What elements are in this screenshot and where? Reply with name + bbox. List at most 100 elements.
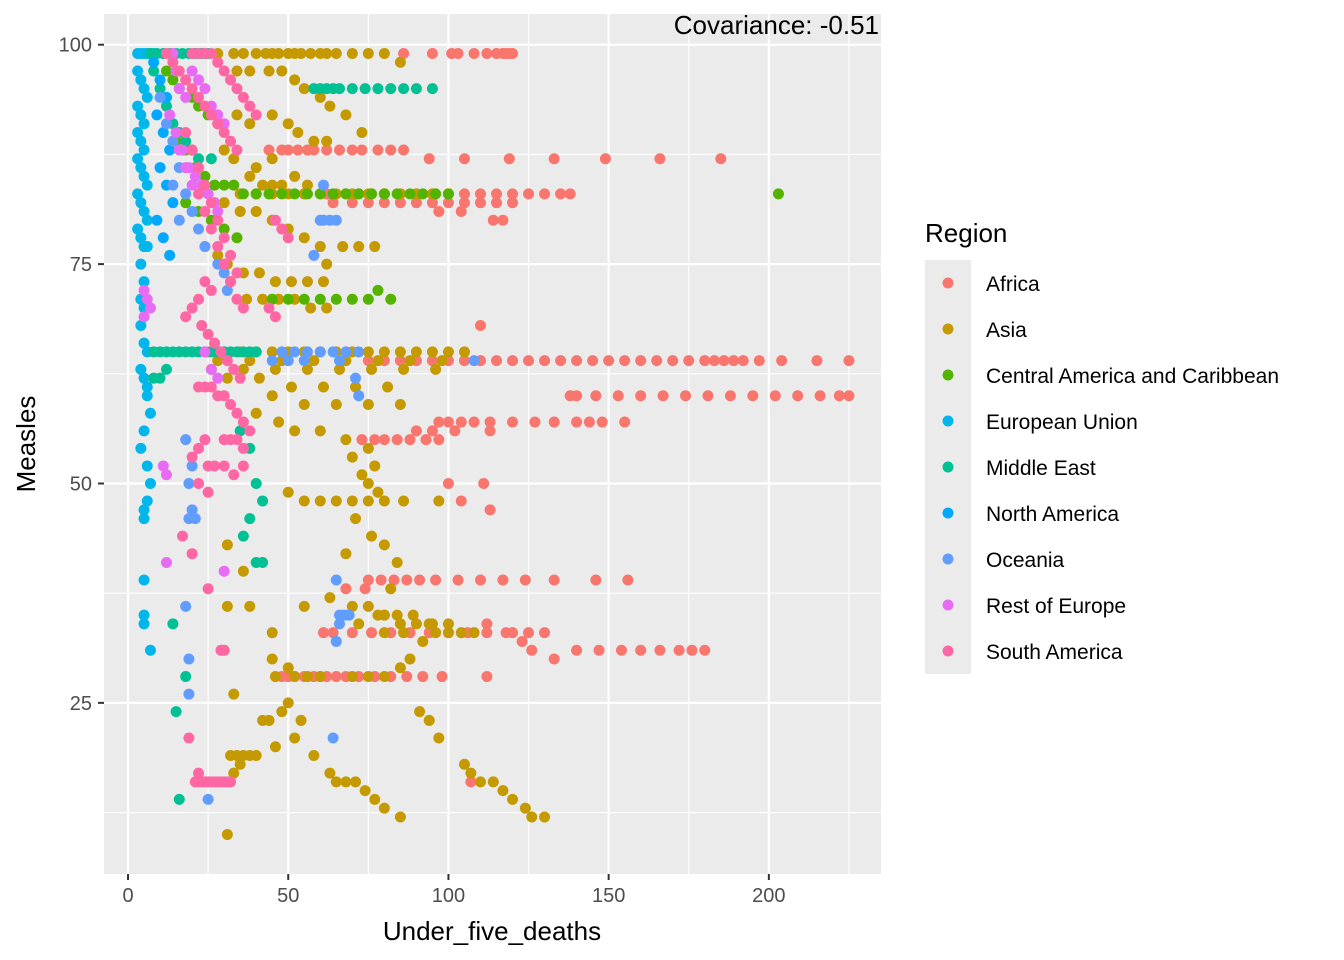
point-africa (430, 574, 442, 586)
point-european-union (138, 504, 150, 516)
legend-key-south-america (942, 645, 954, 657)
legend-label-central-america-and-caribbean: Central America and Caribbean (986, 365, 1279, 388)
point-asia (362, 399, 374, 411)
point-european-union (144, 407, 156, 419)
y-tick-labels: 25 50 75 100 (59, 35, 92, 715)
point-european-union (135, 197, 147, 209)
point-european-union (138, 83, 150, 95)
point-asia (244, 355, 256, 367)
point-africa (455, 416, 467, 428)
legend-key-central-america-and-caribbean (942, 369, 954, 381)
point-oceania (186, 504, 198, 516)
point-rest-of-europe (199, 346, 211, 358)
point-south-america (237, 91, 249, 103)
point-oceania (334, 355, 346, 367)
point-asia (526, 811, 538, 823)
point-africa (539, 627, 551, 639)
point-south-america (177, 530, 189, 542)
point-africa (491, 355, 503, 367)
point-central-america-and-caribbean (231, 232, 243, 244)
point-oceania (202, 793, 214, 805)
point-south-america (180, 311, 192, 323)
point-asia (324, 100, 336, 112)
point-asia (266, 346, 278, 358)
point-africa (468, 47, 480, 59)
point-asia (433, 495, 445, 507)
point-asia (346, 495, 358, 507)
point-oceania (183, 477, 195, 489)
point-africa (410, 197, 422, 209)
point-asia (266, 179, 278, 191)
point-asia (257, 714, 269, 726)
point-africa (474, 188, 486, 200)
point-central-america-and-caribbean (276, 188, 288, 200)
point-european-union (132, 223, 144, 235)
point-central-america-and-caribbean (346, 293, 358, 305)
point-central-america-and-caribbean (366, 188, 378, 200)
point-north-america (154, 162, 166, 174)
point-oceania (186, 460, 198, 472)
point-africa (282, 144, 294, 156)
point-africa (362, 197, 374, 209)
point-south-america (234, 372, 246, 384)
point-africa (346, 197, 358, 209)
point-asia (289, 170, 301, 182)
point-south-america (180, 74, 192, 86)
point-africa (548, 574, 560, 586)
point-south-america (186, 548, 198, 560)
grid-minor-lines (104, 14, 881, 874)
point-africa (843, 390, 855, 402)
point-central-america-and-caribbean (340, 188, 352, 200)
point-south-america (183, 732, 195, 744)
point-south-america (225, 249, 237, 261)
point-rest-of-europe (157, 460, 169, 472)
point-asia (263, 65, 275, 77)
point-asia (330, 495, 342, 507)
point-south-america (186, 302, 198, 314)
point-africa (321, 144, 333, 156)
point-rest-of-europe (160, 469, 172, 481)
point-asia (266, 390, 278, 402)
point-africa (414, 574, 426, 586)
point-middle-east (205, 153, 217, 165)
legend-label-south-america: South America (986, 641, 1123, 664)
x-tick-labels: 0 50 100 150 200 (122, 885, 785, 907)
point-rest-of-europe (173, 144, 185, 156)
point-asia (350, 513, 362, 525)
point-asia (372, 486, 384, 498)
point-middle-east (426, 83, 438, 95)
x-tick-label: 150 (592, 885, 625, 907)
point-south-america (225, 74, 237, 86)
legend-key-middle-east (942, 461, 954, 473)
point-asia (305, 302, 317, 314)
legend-title: Region (925, 218, 1007, 248)
point-africa (458, 197, 470, 209)
point-africa (686, 644, 698, 656)
legend-key-africa (942, 277, 954, 289)
point-asia (321, 135, 333, 147)
point-south-america (186, 83, 198, 95)
point-oceania (350, 372, 362, 384)
point-asia (253, 372, 265, 384)
point-european-union (135, 363, 147, 375)
point-south-america (231, 83, 243, 95)
point-africa (702, 390, 714, 402)
point-middle-east (170, 706, 182, 718)
point-central-america-and-caribbean (266, 293, 278, 305)
point-european-union (138, 205, 150, 217)
point-asia (362, 477, 374, 489)
point-africa (555, 188, 567, 200)
point-africa (590, 574, 602, 586)
point-africa (539, 355, 551, 367)
point-asia (257, 293, 269, 305)
grid-major-lines (104, 14, 881, 874)
legend-key-asia (942, 323, 954, 335)
legend-label-rest-of-europe: Rest of Europe (986, 595, 1126, 618)
point-africa (583, 416, 595, 428)
point-asia (474, 776, 486, 788)
point-asia (221, 372, 233, 384)
point-south-america (244, 425, 256, 437)
point-middle-east (193, 153, 205, 165)
legend-key-oceania (942, 553, 954, 565)
point-africa (635, 390, 647, 402)
